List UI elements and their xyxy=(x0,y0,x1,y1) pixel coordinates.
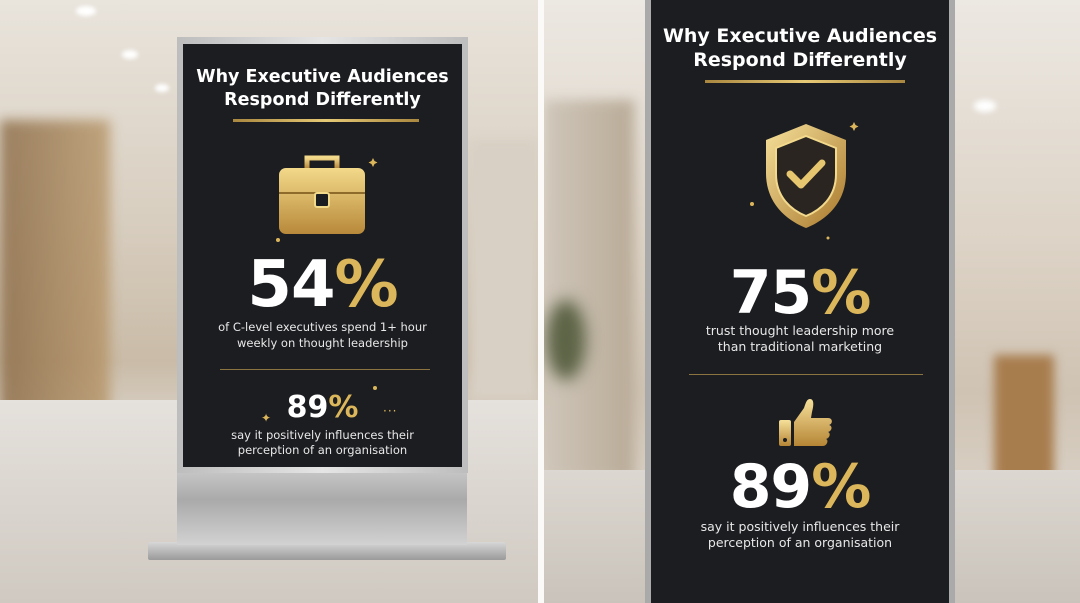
divider-line xyxy=(689,374,923,375)
stat-description: say it positively influences their perce… xyxy=(183,428,462,458)
sign-title: Why Executive Audiences Respond Differen… xyxy=(183,66,462,112)
divider-line xyxy=(705,80,905,83)
divider-line xyxy=(233,119,419,122)
stat-description: say it positively influences their perce… xyxy=(651,519,949,551)
stat-number: 54 xyxy=(247,248,335,322)
panel-divider xyxy=(538,0,544,603)
wall-panel xyxy=(544,100,634,480)
sparkle: ✦ xyxy=(261,411,272,425)
ceiling-light xyxy=(76,6,96,16)
desc-line: trust thought leadership more xyxy=(705,323,895,338)
stat-unit: % xyxy=(328,390,359,425)
sign-title: Why Executive Audiences Respond Differen… xyxy=(651,24,949,72)
ceiling-light xyxy=(974,100,996,112)
ceiling-light xyxy=(155,84,169,92)
desc-line: weekly on thought leadership xyxy=(237,336,408,350)
stat-value: 54% xyxy=(183,249,462,321)
sign-screen: Why Executive Audiences Respond Differen… xyxy=(183,44,462,467)
wall-panel xyxy=(470,140,538,400)
shield-icon xyxy=(750,122,859,240)
stat-unit: % xyxy=(811,452,871,522)
title-line: Why Executive Audiences xyxy=(196,67,449,87)
stat-number: 89 xyxy=(729,452,812,522)
briefcase-icon xyxy=(276,155,378,242)
desc-line: than traditional marketing xyxy=(717,339,883,354)
wall-panel xyxy=(0,120,110,420)
desc-line: say it positively influences their xyxy=(231,428,414,442)
divider-line xyxy=(220,369,430,370)
plant xyxy=(546,300,586,380)
desc-line: perception of an organisation xyxy=(237,443,408,457)
stat-number: 89 xyxy=(286,390,329,425)
stand-plinth xyxy=(177,470,467,545)
stat-unit: % xyxy=(334,248,398,322)
dots: ··· xyxy=(383,404,398,418)
title-line: Respond Differently xyxy=(693,49,907,71)
title-line: Why Executive Audiences xyxy=(662,25,938,47)
ceiling-light xyxy=(122,50,138,59)
stat-number: 75 xyxy=(729,258,812,328)
sign-screen: Why Executive Audiences Respond Differen… xyxy=(651,0,949,603)
stat-description: trust thought leadership more than tradi… xyxy=(651,323,949,355)
title-line: Respond Differently xyxy=(224,90,421,110)
thumbs-up-icon xyxy=(779,399,832,446)
stand-base xyxy=(148,542,506,560)
stat-value: 89% xyxy=(183,390,462,426)
desc-line: of C-level executives spend 1+ hour xyxy=(218,320,427,334)
desc-line: say it positively influences their xyxy=(700,519,900,534)
stat-description: of C-level executives spend 1+ hour week… xyxy=(183,319,462,351)
wooden-door xyxy=(994,355,1054,485)
desc-line: perception of an organisation xyxy=(707,535,893,550)
sparkle xyxy=(373,386,377,390)
stat-value: 75% xyxy=(651,258,949,328)
stat-unit: % xyxy=(811,258,871,328)
stat-value: 89% xyxy=(651,452,949,522)
